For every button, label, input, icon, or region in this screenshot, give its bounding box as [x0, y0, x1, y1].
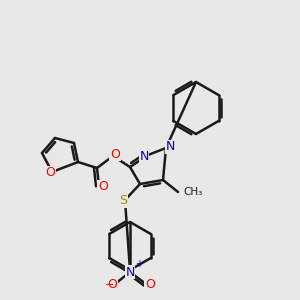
Text: O: O	[110, 148, 120, 160]
Text: O: O	[45, 167, 55, 179]
Text: S: S	[119, 194, 127, 208]
Text: O: O	[145, 278, 155, 292]
Text: N: N	[165, 140, 175, 154]
Text: −: −	[105, 280, 114, 290]
Text: O: O	[98, 181, 108, 194]
Text: O: O	[107, 278, 117, 292]
Text: N: N	[125, 266, 135, 278]
Text: CH₃: CH₃	[183, 187, 202, 197]
Text: +: +	[135, 259, 143, 269]
Text: N: N	[139, 149, 149, 163]
